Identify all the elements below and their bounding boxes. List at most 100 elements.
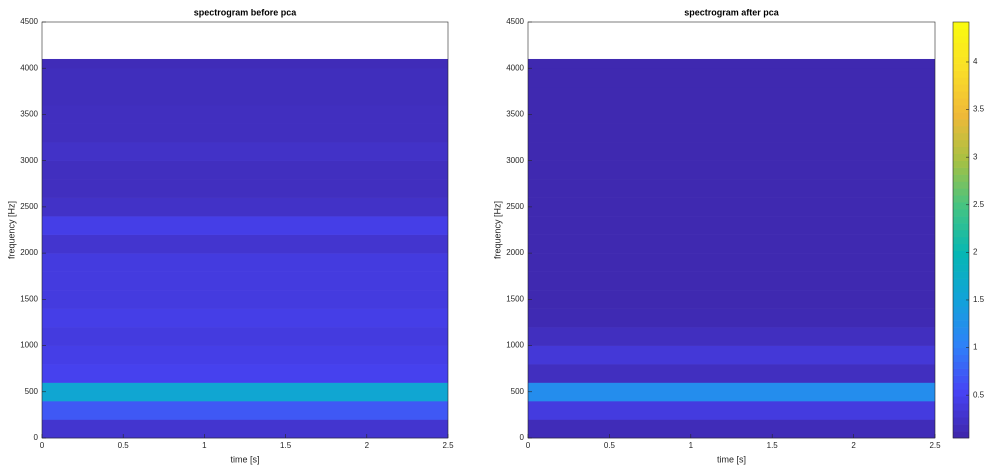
x-tick-label: 2 [365, 441, 370, 450]
colorbar-tick-label: 1.5 [973, 295, 985, 304]
y-tick-label: 3500 [20, 110, 38, 119]
heatmap-cell [528, 290, 935, 309]
colorbar-swatch [953, 403, 969, 411]
heatmap-cell [42, 308, 448, 328]
heatmap-cell [528, 197, 935, 217]
colorbar-tick-label: 2.5 [973, 200, 985, 209]
colorbar-swatch [953, 181, 969, 189]
colorbar-swatch [953, 396, 969, 404]
colorbar-tick-label: 3 [973, 152, 978, 161]
heatmap-cell [528, 234, 935, 254]
y-tick-label: 1500 [20, 294, 38, 303]
colorbar-swatch [953, 22, 969, 30]
colorbar-swatch [953, 285, 969, 293]
heatmap-cell [528, 271, 935, 291]
x-tick-label: 1.5 [280, 441, 292, 450]
colorbar-swatch [953, 112, 969, 120]
heatmap-cell [42, 271, 448, 291]
heatmap-cell [42, 327, 448, 346]
heatmap-cell [528, 58, 935, 69]
x-tick-label: 1.5 [767, 441, 779, 450]
colorbar-swatch [953, 334, 969, 342]
colorbar-swatch [953, 320, 969, 328]
x-tick-label: 1 [689, 441, 694, 450]
colorbar-swatch [953, 257, 969, 265]
heatmap-cell [42, 290, 448, 309]
colorbar-swatch [953, 424, 969, 432]
colorbar-swatch [953, 292, 969, 300]
colorbar-swatch [953, 389, 969, 397]
colorbar-swatch [953, 105, 969, 113]
colorbar-swatch [953, 264, 969, 272]
y-axis-label: frequency [Hz] [6, 201, 16, 259]
x-tick-label: 2.5 [929, 441, 941, 450]
colorbar-swatch [953, 77, 969, 85]
heatmap-cell [42, 68, 448, 88]
colorbar-swatch [953, 368, 969, 376]
colorbar-swatch [953, 236, 969, 245]
heatmap-cell [42, 160, 448, 180]
colorbar-swatch [953, 202, 969, 210]
y-tick-label: 2500 [506, 202, 524, 211]
colorbar-swatch [953, 361, 969, 369]
colorbar-swatch [953, 132, 969, 141]
colorbar-swatch [953, 431, 969, 439]
heatmap-cell [528, 419, 935, 439]
y-tick-label: 1000 [20, 341, 38, 350]
x-tick-label: 0.5 [604, 441, 616, 450]
colorbar-tick-label: 2 [973, 247, 978, 256]
heatmap-cell [42, 197, 448, 217]
colorbar-swatch [953, 230, 969, 238]
colorbar-swatch [953, 375, 969, 383]
heatmap-cell [528, 68, 935, 88]
colorbar-swatch [953, 188, 969, 196]
colorbar-tick-label: 1 [973, 343, 978, 352]
colorbar-swatch [953, 278, 969, 286]
axes-box [41, 21, 449, 439]
heatmap-cell [528, 345, 935, 365]
colorbar-swatch [953, 42, 969, 51]
heatmap-cell [528, 364, 935, 383]
y-tick-label: 3000 [506, 156, 524, 165]
colorbar-swatch [953, 146, 969, 155]
colorbar-swatch [953, 410, 969, 418]
heatmap-cell [528, 308, 935, 328]
colorbar-tick-label: 0.5 [973, 390, 985, 399]
colorbar-swatch [953, 195, 969, 203]
colorbar-swatch [953, 56, 969, 64]
heatmap-cell [528, 86, 935, 106]
heatmap-cell [42, 382, 448, 402]
heatmap-cell [528, 382, 935, 402]
x-axis-label: time [s] [230, 454, 259, 464]
colorbar-swatch [953, 243, 969, 252]
colorbar-swatch [953, 382, 969, 390]
heatmap-cell [42, 401, 448, 420]
x-tick-label: 2 [851, 441, 856, 450]
heatmap-cell [42, 58, 448, 69]
y-tick-label: 3500 [506, 110, 524, 119]
chart-title: spectrogram after pca [684, 7, 780, 17]
colorbar-tick-label: 3.5 [973, 105, 985, 114]
heatmap-cell [528, 123, 935, 143]
heatmap-cell [42, 86, 448, 106]
colorbar-swatch [953, 417, 969, 425]
y-tick-label: 2000 [506, 248, 524, 257]
heatmap-cell [528, 253, 935, 272]
colorbar-swatch [953, 70, 969, 78]
heatmap-cell [42, 419, 448, 439]
heatmap-cell [42, 142, 448, 161]
heatmap-cell [42, 179, 448, 198]
y-tick-label: 4500 [20, 17, 38, 26]
heatmap-cell [528, 216, 935, 235]
x-tick-label: 0.5 [118, 441, 130, 450]
heatmap-cell [42, 364, 448, 383]
heatmap-cell [42, 123, 448, 143]
y-tick-label: 2500 [20, 202, 38, 211]
y-tick-label: 0 [520, 433, 525, 442]
colorbar-swatch [953, 139, 969, 148]
y-tick-label: 500 [25, 387, 39, 396]
heatmap-cell [528, 160, 935, 180]
colorbar-swatch [953, 271, 969, 279]
y-tick-label: 2000 [20, 248, 38, 257]
y-tick-label: 4000 [20, 63, 38, 72]
